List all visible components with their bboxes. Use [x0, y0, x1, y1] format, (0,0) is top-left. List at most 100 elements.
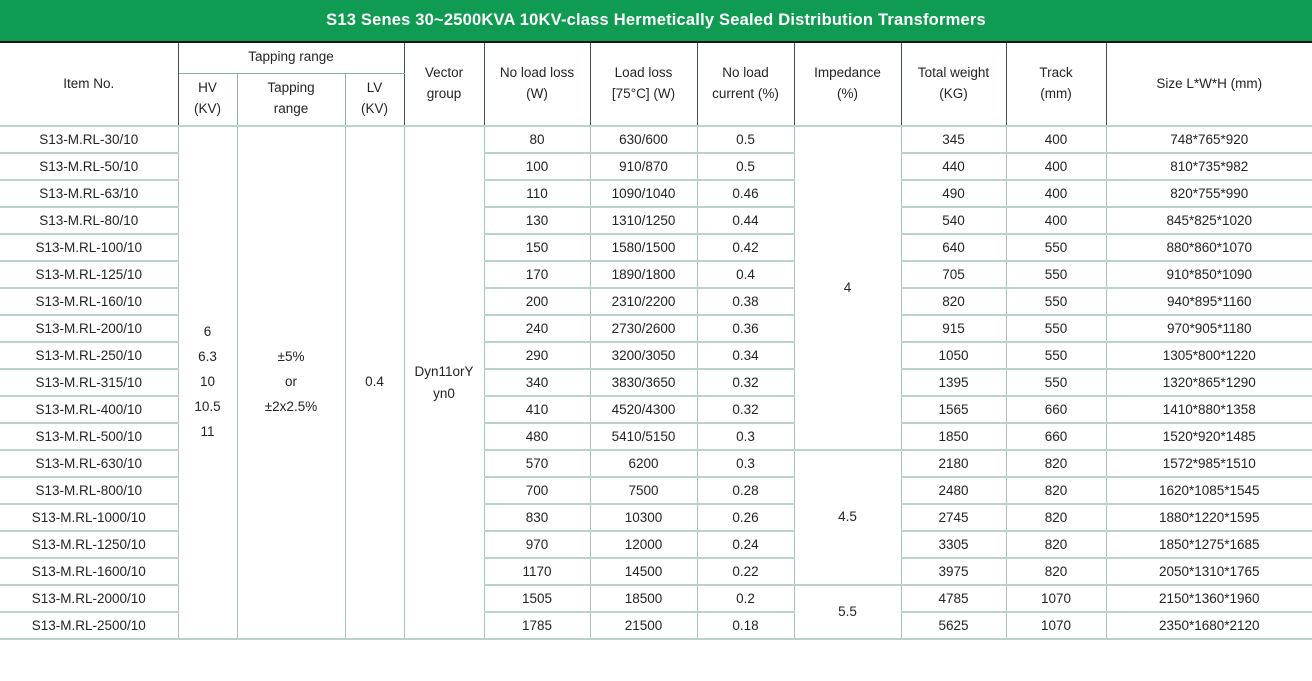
table-row: S13-M.RL-400/10 410 4520/4300 0.32 1565 660 14…: [0, 395, 1312, 424]
cell-no-load-loss: 290: [483, 341, 591, 370]
cell-impedance-merged: 5.5: [793, 584, 902, 640]
cell-no-load-loss: 240: [483, 314, 591, 343]
cell-size: 940*895*1160: [1105, 287, 1312, 316]
cell-load-loss: 12000: [589, 530, 698, 559]
header-row-group: Item No. Tapping range Vector group No l…: [0, 43, 1312, 127]
table-row: S13-M.RL-800/10 700 7500 0.28 2480 820 1620*10…: [0, 476, 1312, 505]
cell-item-no: S13-M.RL-2500/10: [0, 611, 179, 640]
col-header-tapping-group: Tapping range: [177, 43, 405, 74]
cell-item-no: S13-M.RL-630/10: [0, 449, 179, 478]
cell-no-load-loss: 1785: [483, 611, 591, 640]
cell-no-load-loss: 200: [483, 287, 591, 316]
table-row: S13-M.RL-250/10 290 3200/3050 0.34 1050 550 13…: [0, 341, 1312, 370]
table-title-bar: S13 Senes 30~2500KVA 10KV-class Hermetic…: [0, 0, 1312, 43]
spec-table: Item No. Tapping range Vector group No l…: [0, 43, 1312, 640]
cell-no-load-loss: 130: [483, 206, 591, 235]
cell-total-weight: 2745: [900, 503, 1007, 532]
cell-no-load-loss: 570: [483, 449, 591, 478]
cell-no-load-current: 0.44: [696, 206, 795, 235]
cell-size: 1520*920*1485: [1105, 422, 1312, 451]
table-body: S13-M.RL-30/10 6 6.3 10 10.5 11 ±5% or ±2x…: [0, 125, 1312, 640]
cell-total-weight: 3975: [900, 557, 1007, 586]
col-header-lv: LV (KV): [344, 73, 405, 127]
cell-load-loss: 21500: [589, 611, 698, 640]
cell-no-load-current: 0.28: [696, 476, 795, 505]
cell-track: 1070: [1005, 611, 1107, 640]
cell-track: 550: [1005, 341, 1107, 370]
cell-size: 880*860*1070: [1105, 233, 1312, 262]
cell-total-weight: 1395: [900, 368, 1007, 397]
cell-no-load-current: 0.32: [696, 368, 795, 397]
cell-size: 845*825*1020: [1105, 206, 1312, 235]
cell-load-loss: 6200: [589, 449, 698, 478]
cell-no-load-current: 0.4: [696, 260, 795, 289]
cell-total-weight: 4785: [900, 584, 1007, 613]
cell-item-no: S13-M.RL-200/10: [0, 314, 179, 343]
table-row: S13-M.RL-2000/10 1505 18500 0.2 5.5 4785 1070 2…: [0, 584, 1312, 640]
cell-no-load-loss: 150: [483, 233, 591, 262]
cell-no-load-current: 0.36: [696, 314, 795, 343]
cell-item-no: S13-M.RL-315/10: [0, 368, 179, 397]
cell-item-no: S13-M.RL-63/10: [0, 179, 179, 208]
cell-total-weight: 3305: [900, 530, 1007, 559]
cell-no-load-loss: 110: [483, 179, 591, 208]
col-header-impedance: Impedance (%): [793, 43, 902, 127]
cell-total-weight: 2180: [900, 449, 1007, 478]
cell-item-no: S13-M.RL-800/10: [0, 476, 179, 505]
cell-load-loss: 3200/3050: [589, 341, 698, 370]
cell-size: 810*735*982: [1105, 152, 1312, 181]
col-header-hv: HV (KV): [177, 73, 238, 127]
cell-no-load-current: 0.5: [696, 125, 795, 154]
cell-size: 1850*1275*1685: [1105, 530, 1312, 559]
cell-load-loss: 630/600: [589, 125, 698, 154]
cell-size: 1620*1085*1545: [1105, 476, 1312, 505]
cell-load-loss: 10300: [589, 503, 698, 532]
cell-no-load-loss: 1505: [483, 584, 591, 613]
cell-total-weight: 540: [900, 206, 1007, 235]
col-header-no-load-loss: No load loss (W): [483, 43, 591, 127]
cell-size: 820*755*990: [1105, 179, 1312, 208]
cell-track: 550: [1005, 233, 1107, 262]
cell-total-weight: 1850: [900, 422, 1007, 451]
cell-total-weight: 490: [900, 179, 1007, 208]
cell-load-loss: 7500: [589, 476, 698, 505]
cell-no-load-loss: 100: [483, 152, 591, 181]
cell-lv-merged: 0.4: [344, 125, 405, 640]
cell-load-loss: 2310/2200: [589, 287, 698, 316]
cell-track: 660: [1005, 422, 1107, 451]
cell-no-load-loss: 80: [483, 125, 591, 154]
cell-track: 550: [1005, 314, 1107, 343]
cell-track: 820: [1005, 476, 1107, 505]
cell-item-no: S13-M.RL-1600/10: [0, 557, 179, 586]
col-header-size: Size L*W*H (mm): [1105, 43, 1312, 127]
col-header-vector-group: Vector group: [403, 43, 485, 127]
cell-item-no: S13-M.RL-400/10: [0, 395, 179, 424]
cell-hv-merged: 6 6.3 10 10.5 11: [177, 125, 238, 640]
cell-load-loss: 3830/3650: [589, 368, 698, 397]
cell-load-loss: 18500: [589, 584, 698, 613]
table-row: S13-M.RL-630/10 570 6200 0.3 4.5 2180 820 1572*…: [0, 449, 1312, 586]
cell-impedance-merged: 4.5: [793, 449, 902, 586]
cell-load-loss: 1580/1500: [589, 233, 698, 262]
cell-load-loss: 5410/5150: [589, 422, 698, 451]
cell-item-no: S13-M.RL-50/10: [0, 152, 179, 181]
cell-item-no: S13-M.RL-1000/10: [0, 503, 179, 532]
cell-track: 820: [1005, 557, 1107, 586]
cell-total-weight: 705: [900, 260, 1007, 289]
table-row: S13-M.RL-1250/10 970 12000 0.24 3305 820 1850*…: [0, 530, 1312, 559]
cell-track: 1070: [1005, 584, 1107, 613]
table-row: S13-M.RL-1600/10 1170 14500 0.22 3975 820 2050…: [0, 557, 1312, 586]
cell-size: 1880*1220*1595: [1105, 503, 1312, 532]
cell-item-no: S13-M.RL-1250/10: [0, 530, 179, 559]
col-header-track: Track (mm): [1005, 43, 1107, 127]
cell-total-weight: 820: [900, 287, 1007, 316]
cell-impedance-merged: 4: [793, 125, 902, 451]
cell-size: 2150*1360*1960: [1105, 584, 1312, 613]
cell-track: 820: [1005, 530, 1107, 559]
cell-track: 550: [1005, 368, 1107, 397]
cell-track: 660: [1005, 395, 1107, 424]
cell-no-load-current: 0.38: [696, 287, 795, 316]
cell-no-load-loss: 1170: [483, 557, 591, 586]
col-header-total-weight: Total weight (KG): [900, 43, 1007, 127]
